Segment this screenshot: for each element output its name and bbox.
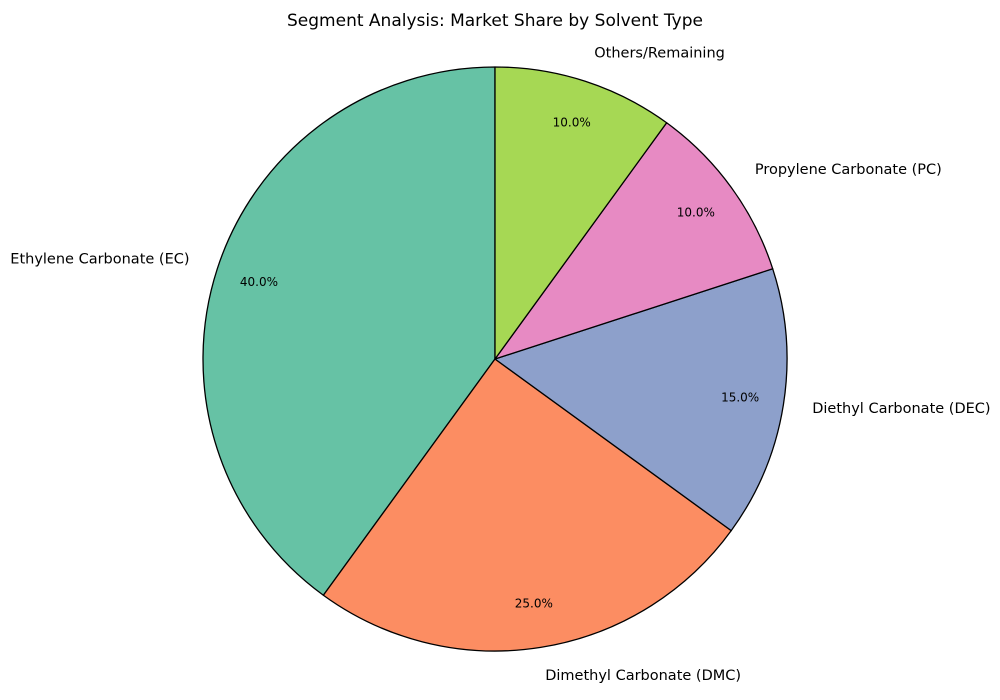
pie-slice-propylene-carbonate-pc — [494, 122, 774, 360]
slice-label-ethylene-carbonate-ec: Ethylene Carbonate (EC) — [10, 252, 189, 268]
labels-layer: Ethylene Carbonate (EC) 40.0% Dimethyl Car… — [10, 46, 990, 685]
pct-label-ethylene-carbonate-ec: 40.0% — [240, 275, 278, 289]
chart-title: Segment Analysis: Market Share by Solven… — [287, 11, 703, 31]
pie-slice-diethyl-carbonate-dec — [494, 268, 788, 532]
pie-slice-ethylene-carbonate-ec — [202, 66, 496, 596]
slice-label-dimethyl-carbonate-dmc: Dimethyl Carbonate (DMC) — [545, 668, 741, 684]
pct-label-dimethyl-carbonate-dmc: 25.0% — [515, 597, 553, 611]
pct-label-diethyl-carbonate-dec: 15.0% — [721, 390, 759, 404]
slice-label-diethyl-carbonate-dec: Diethyl Carbonate (DEC) — [812, 401, 990, 417]
pie-slice-others-remaining — [494, 66, 668, 360]
slice-label-propylene-carbonate-pc: Propylene Carbonate (PC) — [755, 162, 942, 178]
pie-slice-dimethyl-carbonate-dmc — [322, 358, 732, 652]
slices-layer — [202, 66, 788, 652]
pct-label-propylene-carbonate-pc: 10.0% — [677, 206, 715, 220]
slice-label-others-remaining: Others/Remaining — [594, 46, 725, 62]
pct-label-others-remaining: 10.0% — [553, 115, 591, 129]
